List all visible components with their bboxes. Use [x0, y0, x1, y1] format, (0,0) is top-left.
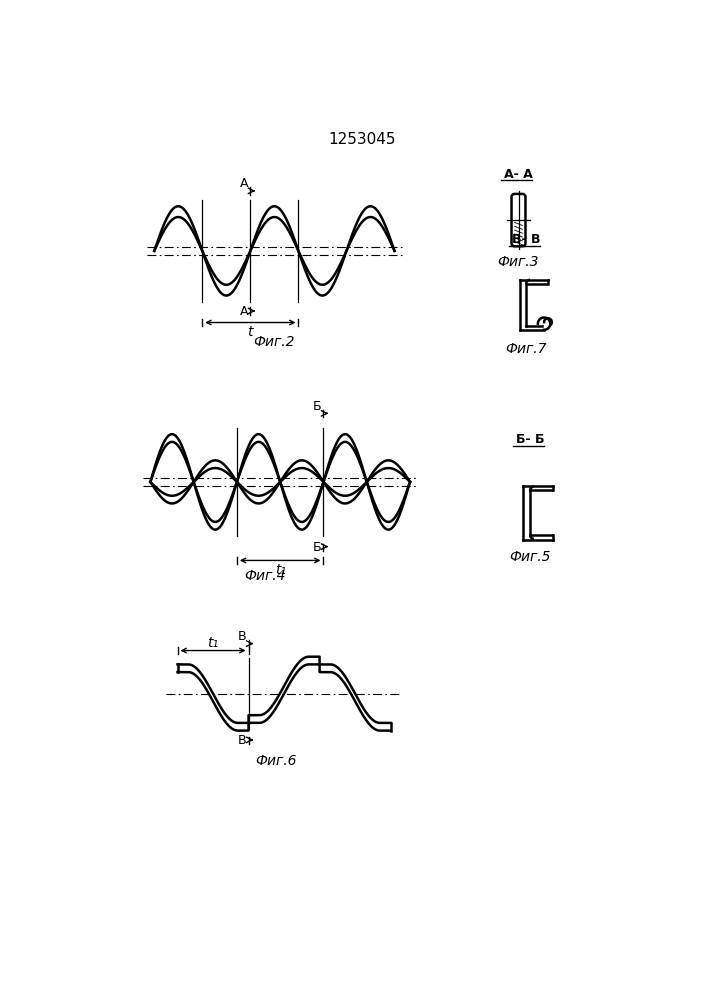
Text: В- В: В- В: [512, 233, 540, 246]
Text: А: А: [240, 305, 248, 318]
Text: А- А: А- А: [504, 168, 533, 181]
Text: Фиг.5: Фиг.5: [509, 550, 551, 564]
Text: Б: Б: [312, 541, 321, 554]
Text: А: А: [240, 177, 248, 190]
Text: В: В: [238, 734, 246, 747]
Text: t₁: t₁: [274, 563, 286, 577]
Text: В: В: [238, 630, 246, 643]
Text: Б- Б: Б- Б: [516, 433, 544, 446]
Text: Б: Б: [312, 400, 321, 413]
Text: Фиг.3: Фиг.3: [498, 255, 539, 269]
Text: Фиг.7: Фиг.7: [506, 342, 547, 356]
Text: t₁: t₁: [207, 636, 218, 650]
Text: Фиг.2: Фиг.2: [254, 335, 295, 349]
Text: Фиг.4: Фиг.4: [244, 569, 286, 583]
Text: 1253045: 1253045: [328, 132, 396, 147]
Text: Фиг.6: Фиг.6: [255, 754, 297, 768]
Text: t: t: [247, 325, 253, 339]
FancyBboxPatch shape: [512, 194, 525, 246]
